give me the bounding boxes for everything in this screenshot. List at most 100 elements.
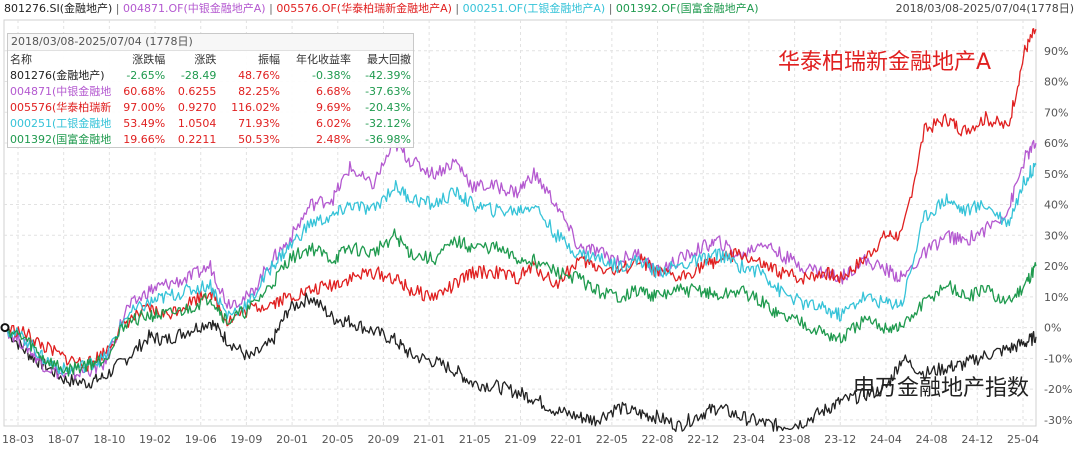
y-tick-label: 10% [1044, 291, 1068, 304]
series-line [3, 162, 1037, 376]
x-tick-label: 18-03 [2, 433, 34, 446]
x-tick-label: 22-05 [596, 433, 628, 446]
x-tick-label: 19-02 [139, 433, 171, 446]
legend-separator: | [265, 2, 277, 15]
stats-value-cell: 0.6255 [177, 84, 217, 98]
y-tick-label: 0% [1044, 322, 1061, 335]
stats-value-cell: 19.66% [123, 132, 166, 146]
stats-header-cell: 最大回撤 [367, 53, 411, 66]
stats-name-cell: 001392(国富金融地 [10, 133, 112, 146]
stats-name-cell: 005576(华泰柏瑞新 [10, 101, 112, 114]
stats-header-cell: 名称 [10, 53, 32, 66]
stats-value-cell: 0.2211 [177, 132, 217, 146]
start-marker [0, 323, 10, 333]
stats-row: 801276(金融地产) -2.65% -28.49 48.76% -0.38% -42.… [8, 67, 413, 83]
fund-annotation: 华泰柏瑞新金融地产A [778, 50, 992, 75]
top-legend: 801276.SI(金融地产) | 004871.OF(中银金融地产A) | 0… [4, 1, 759, 17]
stats-value-cell: -37.63% [365, 84, 411, 98]
stats-value-cell: -36.98% [365, 132, 411, 146]
y-tick-label: 70% [1044, 106, 1068, 119]
stats-header-cell: 振幅 [258, 53, 281, 66]
x-tick-label: 23-08 [779, 433, 811, 446]
x-tick-label: 22-01 [550, 433, 582, 446]
stats-value-cell: -0.38% [312, 68, 351, 82]
stats-row: 001392(国富金融地 19.66% 0.2211 50.53% 2.48% -36.9… [8, 131, 413, 147]
x-tick-label: 19-09 [230, 433, 262, 446]
y-tick-label: 50% [1044, 168, 1068, 181]
stats-header-cell: 涨跌 [194, 53, 217, 66]
legend-item[interactable]: 000251.OF(工银金融地产A) [462, 2, 606, 15]
stats-value-cell: 0.9270 [177, 100, 217, 114]
stats-row: 005576(华泰柏瑞新 97.00% 0.9270 116.02% 9.69% -20.… [8, 99, 413, 115]
x-tick-label: 24-04 [870, 433, 902, 446]
y-tick-label: 30% [1044, 229, 1068, 242]
stats-value-cell: 48.76% [238, 68, 281, 82]
stats-value-cell: 9.69% [316, 100, 351, 114]
y-tick-label: 90% [1044, 45, 1068, 58]
stats-value-cell: -20.43% [365, 100, 411, 114]
series-line [3, 28, 1037, 372]
y-tick-label: 20% [1044, 260, 1068, 273]
series-line [3, 228, 1037, 377]
stats-name-cell: 000251(工银金融地 [10, 117, 112, 130]
x-tick-label: 20-05 [322, 433, 354, 446]
stats-value-cell: 82.25% [238, 84, 281, 98]
stats-header-row: 名称 涨跌幅 涨跌 振幅 年化收益率 最大回撤 [8, 51, 413, 67]
stats-value-cell: -42.39% [365, 68, 411, 82]
stats-value-cell: -2.65% [126, 68, 166, 82]
x-tick-label: 24-12 [961, 433, 993, 446]
stats-value-cell: 97.00% [123, 100, 166, 114]
stats-title: 2018/03/08-2025/07/04 (1778日) [8, 34, 413, 51]
x-tick-label: 21-05 [459, 433, 491, 446]
y-tick-label: -10% [1044, 352, 1072, 365]
stats-value-cell: 116.02% [231, 100, 281, 114]
stats-value-cell: 1.0504 [177, 116, 217, 130]
y-tick-label: -30% [1044, 414, 1072, 427]
stats-value-cell: 6.68% [316, 84, 351, 98]
stats-value-cell: 53.49% [123, 116, 166, 130]
x-tick-label: 18-10 [93, 433, 125, 446]
x-tick-label: 22-08 [642, 433, 674, 446]
x-tick-label: 23-12 [824, 433, 856, 446]
legend-separator: | [605, 2, 616, 15]
y-tick-label: 40% [1044, 199, 1068, 212]
stats-value-cell: -28.49 [180, 68, 217, 82]
legend-item[interactable]: 801276.SI(金融地产) [4, 2, 113, 15]
x-tick-label: 22-12 [687, 433, 719, 446]
legend-separator: | [112, 2, 124, 15]
stats-value-cell: 50.53% [238, 132, 281, 146]
stats-value-cell: -32.12% [365, 116, 411, 130]
stats-value-cell: 71.93% [238, 116, 281, 130]
stats-header-cell: 涨跌幅 [132, 53, 166, 66]
stats-table: 名称 涨跌幅 涨跌 振幅 年化收益率 最大回撤 801276(金融地产) -2.65% -28… [8, 51, 413, 147]
x-tick-label: 18-07 [48, 433, 80, 446]
y-tick-label: -20% [1044, 383, 1072, 396]
stats-row: 004871(中银金融地 60.68% 0.6255 82.25% 6.68% -37.6… [8, 83, 413, 99]
x-tick-label: 25-04 [1007, 433, 1039, 446]
legend-item[interactable]: 001392.OF(国富金融地产A) [615, 2, 759, 15]
stats-name-cell: 801276(金融地产) [10, 69, 105, 82]
x-tick-label: 24-08 [916, 433, 948, 446]
stats-value-cell: 60.68% [123, 84, 166, 98]
x-tick-label: 21-09 [505, 433, 537, 446]
series-line [3, 292, 1037, 433]
stats-panel: 2018/03/08-2025/07/04 (1778日) 名称 涨跌幅 涨跌 振幅 年… [7, 33, 414, 148]
x-tick-label: 20-01 [276, 433, 308, 446]
x-tick-label: 20-09 [367, 433, 399, 446]
x-tick-label: 21-01 [413, 433, 445, 446]
index-annotation: 申万金融地产指数 [853, 376, 1030, 401]
x-tick-label: 23-04 [733, 433, 765, 446]
y-tick-label: 60% [1044, 137, 1068, 150]
legend-separator: | [451, 2, 463, 15]
stats-name-cell: 004871(中银金融地 [10, 85, 112, 98]
legend-item[interactable]: 005576.OF(华泰柏瑞新金融地产A) [276, 2, 452, 15]
stats-header-cell: 年化收益率 [295, 53, 351, 66]
header-date-range: 2018/03/08-2025/07/04(1778日) [895, 2, 1074, 15]
legend-item[interactable]: 004871.OF(中银金融地产A) [123, 2, 266, 15]
y-tick-label: 80% [1044, 76, 1068, 89]
series-line [3, 139, 1037, 380]
stats-value-cell: 6.02% [316, 116, 351, 130]
stats-value-cell: 2.48% [316, 132, 351, 146]
x-tick-label: 19-06 [185, 433, 217, 446]
